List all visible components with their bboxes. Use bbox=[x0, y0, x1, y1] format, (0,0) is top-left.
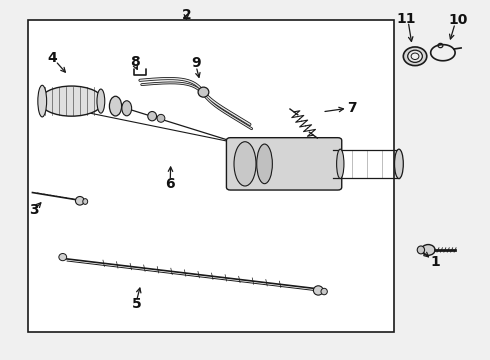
Ellipse shape bbox=[157, 114, 165, 122]
Bar bbox=[27, 21, 394, 332]
Ellipse shape bbox=[403, 47, 427, 66]
Ellipse shape bbox=[394, 149, 403, 179]
Text: 4: 4 bbox=[47, 51, 57, 65]
Ellipse shape bbox=[421, 244, 435, 255]
FancyBboxPatch shape bbox=[226, 138, 342, 190]
Text: 2: 2 bbox=[181, 8, 191, 22]
Ellipse shape bbox=[408, 50, 422, 62]
Ellipse shape bbox=[75, 197, 84, 205]
Ellipse shape bbox=[109, 96, 122, 116]
Text: 9: 9 bbox=[191, 57, 201, 71]
Text: 3: 3 bbox=[29, 203, 39, 217]
Ellipse shape bbox=[417, 246, 424, 254]
Text: 5: 5 bbox=[132, 297, 142, 311]
Ellipse shape bbox=[97, 89, 105, 113]
Text: 10: 10 bbox=[448, 13, 468, 27]
Ellipse shape bbox=[314, 286, 323, 295]
Text: 8: 8 bbox=[130, 55, 140, 69]
Ellipse shape bbox=[83, 199, 88, 204]
Ellipse shape bbox=[122, 101, 132, 116]
Ellipse shape bbox=[198, 87, 209, 97]
Ellipse shape bbox=[257, 144, 272, 184]
Ellipse shape bbox=[411, 53, 419, 59]
Ellipse shape bbox=[321, 288, 327, 295]
Ellipse shape bbox=[148, 112, 157, 121]
Ellipse shape bbox=[59, 253, 67, 261]
Ellipse shape bbox=[234, 142, 256, 186]
Ellipse shape bbox=[38, 85, 47, 117]
Ellipse shape bbox=[40, 86, 103, 116]
Text: 7: 7 bbox=[347, 101, 356, 115]
Ellipse shape bbox=[337, 149, 344, 179]
Text: 11: 11 bbox=[396, 12, 416, 26]
Text: 6: 6 bbox=[166, 177, 175, 190]
Text: 1: 1 bbox=[431, 256, 441, 270]
